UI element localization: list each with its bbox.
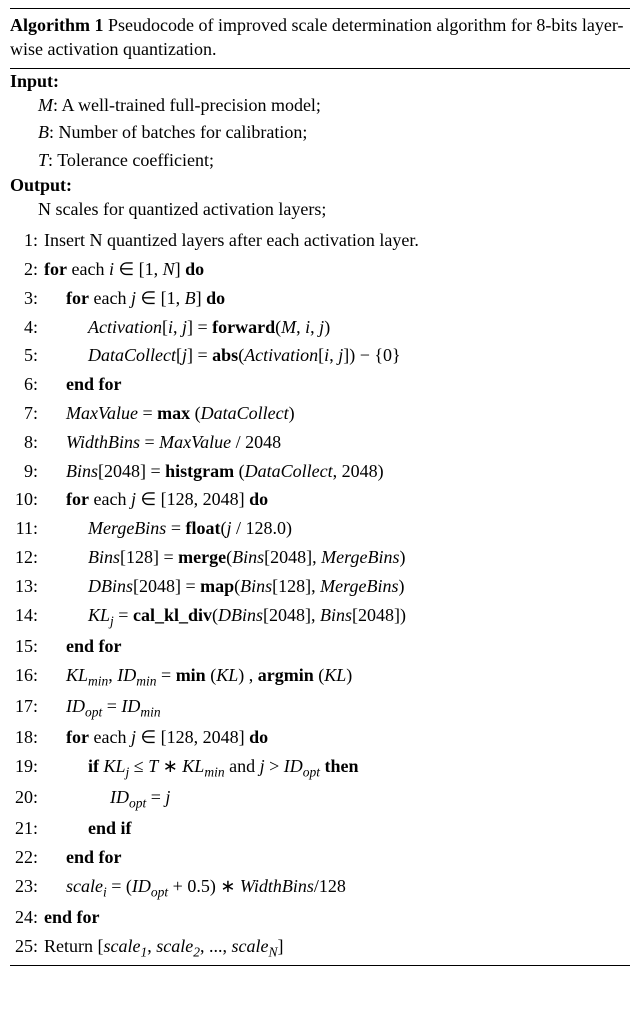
algorithm-steps: 1:Insert N quantized layers after each a… (10, 226, 630, 963)
line-number: 3: (10, 284, 44, 313)
step-body: end for (44, 632, 630, 661)
line-number: 15: (10, 632, 44, 661)
step-body: DataCollect[j] = abs(Activation[i, j]) −… (44, 341, 630, 370)
line-number: 23: (10, 872, 44, 903)
step-body: for each j ∈ [128, 2048] do (44, 485, 630, 514)
step-row: 11:MergeBins = float(j / 128.0) (10, 514, 630, 543)
step-row: 25:Return [scale1, scale2, ..., scaleN] (10, 932, 630, 963)
step-body: end for (44, 370, 630, 399)
line-number: 10: (10, 485, 44, 514)
step-body: scalei = (IDopt + 0.5) ∗ WidthBins/128 (44, 872, 630, 903)
step-row: 5:DataCollect[j] = abs(Activation[i, j])… (10, 341, 630, 370)
step-body: IDopt = j (44, 783, 630, 814)
step-body: KLmin, IDmin = min (KL) , argmin (KL) (44, 661, 630, 692)
step-row: 15:end for (10, 632, 630, 661)
rule-top (10, 8, 630, 9)
algorithm-label: Algorithm 1 (10, 15, 104, 35)
line-number: 9: (10, 457, 44, 486)
step-body: for each i ∈ [1, N] do (44, 255, 630, 284)
step-body: end for (44, 903, 630, 932)
step-body: Return [scale1, scale2, ..., scaleN] (44, 932, 630, 963)
step-row: 7:MaxValue = max (DataCollect) (10, 399, 630, 428)
line-number: 20: (10, 783, 44, 814)
step-row: 18:for each j ∈ [128, 2048] do (10, 723, 630, 752)
input-line: M: A well-trained full-precision model; (38, 92, 630, 120)
line-number: 1: (10, 226, 44, 255)
step-body: IDopt = IDmin (44, 692, 630, 723)
step-body: for each j ∈ [128, 2048] do (44, 723, 630, 752)
step-row: 6:end for (10, 370, 630, 399)
line-number: 17: (10, 692, 44, 723)
line-number: 2: (10, 255, 44, 284)
line-number: 8: (10, 428, 44, 457)
step-body: MergeBins = float(j / 128.0) (44, 514, 630, 543)
step-body: DBins[2048] = map(Bins[128], MergeBins) (44, 572, 630, 601)
input-section: Input: M: A well-trained full-precision … (10, 71, 630, 176)
line-number: 4: (10, 313, 44, 342)
step-body: Bins[128] = merge(Bins[2048], MergeBins) (44, 543, 630, 572)
line-number: 6: (10, 370, 44, 399)
input-line: T: Tolerance coefficient; (38, 147, 630, 175)
step-row: 19:if KLj ≤ T ∗ KLmin and j > IDopt then (10, 752, 630, 783)
step-row: 14:KLj = cal_kl_div(DBins[2048], Bins[20… (10, 601, 630, 632)
line-number: 16: (10, 661, 44, 692)
line-number: 5: (10, 341, 44, 370)
step-row: 23:scalei = (IDopt + 0.5) ∗ WidthBins/12… (10, 872, 630, 903)
step-row: 16:KLmin, IDmin = min (KL) , argmin (KL) (10, 661, 630, 692)
step-row: 12:Bins[128] = merge(Bins[2048], MergeBi… (10, 543, 630, 572)
line-number: 25: (10, 932, 44, 963)
step-body: Activation[i, j] = forward(M, i, j) (44, 313, 630, 342)
input-line: B: Number of batches for calibration; (38, 119, 630, 147)
step-body: if KLj ≤ T ∗ KLmin and j > IDopt then (44, 752, 630, 783)
step-row: 8:WidthBins = MaxValue / 2048 (10, 428, 630, 457)
line-number: 22: (10, 843, 44, 872)
step-row: 21:end if (10, 814, 630, 843)
input-label: Input: (10, 71, 630, 92)
step-row: 17:IDopt = IDmin (10, 692, 630, 723)
step-body: end for (44, 843, 630, 872)
line-number: 24: (10, 903, 44, 932)
step-row: 24:end for (10, 903, 630, 932)
step-body: end if (44, 814, 630, 843)
step-body: WidthBins = MaxValue / 2048 (44, 428, 630, 457)
line-number: 12: (10, 543, 44, 572)
algorithm-block: Algorithm 1 Pseudocode of improved scale… (0, 0, 640, 978)
input-lines: M: A well-trained full-precision model; … (38, 92, 630, 176)
step-row: 3:for each j ∈ [1, B] do (10, 284, 630, 313)
line-number: 13: (10, 572, 44, 601)
rule-bottom (10, 965, 630, 966)
step-row: 20:IDopt = j (10, 783, 630, 814)
line-number: 21: (10, 814, 44, 843)
step-row: 9:Bins[2048] = histgram (DataCollect, 20… (10, 457, 630, 486)
line-number: 14: (10, 601, 44, 632)
step-row: 2:for each i ∈ [1, N] do (10, 255, 630, 284)
step-row: 13:DBins[2048] = map(Bins[128], MergeBin… (10, 572, 630, 601)
step-row: 10:for each j ∈ [128, 2048] do (10, 485, 630, 514)
line-number: 11: (10, 514, 44, 543)
step-body: MaxValue = max (DataCollect) (44, 399, 630, 428)
output-section: Output: N scales for quantized activatio… (10, 175, 630, 224)
step-row: 22:end for (10, 843, 630, 872)
rule-title (10, 68, 630, 69)
step-body: Insert N quantized layers after each act… (44, 226, 630, 255)
line-number: 19: (10, 752, 44, 783)
line-number: 18: (10, 723, 44, 752)
output-label: Output: (10, 175, 630, 196)
step-body: Bins[2048] = histgram (DataCollect, 2048… (44, 457, 630, 486)
step-body: KLj = cal_kl_div(DBins[2048], Bins[2048]… (44, 601, 630, 632)
line-number: 7: (10, 399, 44, 428)
step-row: 1:Insert N quantized layers after each a… (10, 226, 630, 255)
output-line: N scales for quantized activation layers… (38, 196, 630, 224)
step-row: 4:Activation[i, j] = forward(M, i, j) (10, 313, 630, 342)
algorithm-title: Algorithm 1 Pseudocode of improved scale… (10, 11, 630, 66)
step-body: for each j ∈ [1, B] do (44, 284, 630, 313)
